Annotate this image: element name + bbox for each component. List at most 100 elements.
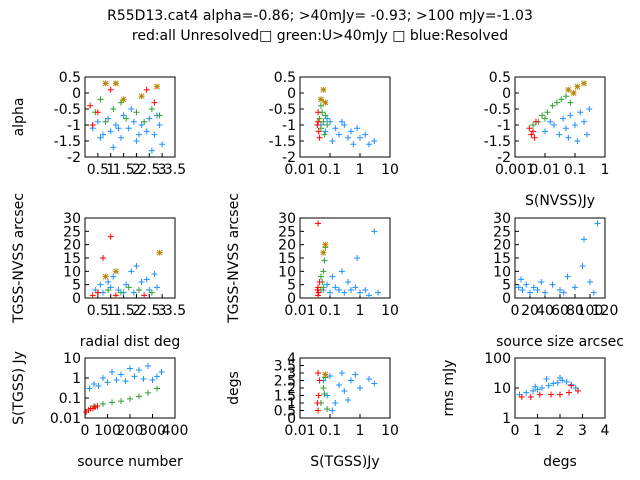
data-point-orange	[320, 249, 327, 256]
y-tick-label: -0.5	[54, 102, 81, 118]
y-tick-label: -1	[67, 118, 81, 134]
x-tick-label: 40	[536, 303, 554, 319]
data-point-red	[87, 102, 94, 109]
data-point-blue	[567, 112, 574, 119]
plot-frame	[299, 76, 391, 158]
data-point-blue	[523, 281, 530, 288]
data-point-green	[567, 99, 574, 106]
data-point-red	[151, 99, 158, 106]
plot-frame	[514, 357, 606, 419]
data-point-blue	[562, 125, 569, 132]
data-point-blue	[327, 289, 333, 296]
data-point-blue	[118, 134, 124, 141]
data-point-orange	[322, 99, 329, 106]
y-tick-label: 3	[287, 366, 296, 382]
data-point-blue	[547, 118, 554, 125]
data-point-blue	[579, 263, 586, 269]
data-point-green	[320, 268, 327, 275]
data-point-blue	[105, 279, 112, 285]
data-point-blue	[371, 228, 378, 235]
data-point-blue	[104, 379, 111, 386]
data-point-green	[156, 112, 163, 119]
data-point-green	[148, 289, 155, 296]
data-point-blue	[115, 125, 122, 132]
x-tick-label: 100	[577, 303, 604, 319]
data-point-orange	[154, 83, 160, 90]
data-point-blue	[128, 106, 135, 112]
data-point-blue	[530, 387, 536, 394]
y-tick-label: 0	[502, 291, 511, 307]
x-tick-label: 1.5	[112, 303, 134, 319]
data-point-green	[553, 99, 560, 106]
data-point-red	[557, 391, 563, 398]
y-tick-label: 15	[278, 251, 296, 267]
data-point-blue	[133, 138, 140, 144]
data-point-blue	[371, 380, 378, 387]
x-tick-label: 3	[578, 423, 587, 439]
data-point-blue	[577, 109, 584, 116]
data-point-blue	[530, 284, 537, 291]
x-tick-label: 80	[566, 303, 584, 319]
y-tick-label: 0	[502, 86, 511, 102]
data-point-red	[315, 289, 322, 296]
x-tick-label: 4	[601, 423, 610, 439]
data-point-blue	[554, 379, 561, 386]
data-point-blue	[527, 289, 533, 296]
data-point-red	[316, 279, 323, 285]
data-point-orange	[120, 96, 127, 103]
y-tick-label: -1	[282, 118, 296, 134]
data-point-red	[89, 122, 96, 128]
data-point-blue	[362, 131, 369, 138]
data-point-red	[526, 125, 533, 132]
data-point-blue	[371, 138, 378, 144]
data-point-blue	[97, 281, 104, 288]
y-tick-label: 15	[63, 251, 81, 267]
data-point-blue	[586, 106, 593, 112]
data-point-red	[315, 220, 322, 227]
y-tick-label: -0.5	[269, 102, 296, 118]
y-tick-label: 0	[72, 291, 81, 307]
data-point-red	[315, 392, 322, 399]
x-tick-label: 2	[132, 303, 141, 319]
y-tick-label: 15	[493, 251, 511, 267]
y-tick-label: 1.5	[274, 389, 296, 405]
data-point-red	[548, 391, 554, 398]
data-point-green	[317, 273, 324, 280]
data-point-green	[100, 401, 106, 408]
data-point-red	[531, 134, 538, 141]
data-point-red	[100, 255, 106, 261]
data-point-blue	[149, 376, 156, 383]
data-point-blue	[357, 289, 363, 296]
data-point-blue	[590, 289, 597, 296]
data-point-blue	[107, 128, 114, 135]
data-point-orange	[138, 93, 145, 100]
y-tick-label: 5	[287, 278, 296, 294]
data-point-green	[320, 118, 327, 125]
data-point-blue	[345, 134, 352, 141]
x-tick-label: 0.1	[564, 162, 586, 178]
data-point-green	[127, 395, 133, 402]
y-tick-label: 0.1	[59, 391, 81, 407]
data-point-green	[97, 96, 104, 103]
data-point-blue	[366, 376, 373, 382]
x-tick-label: 120	[592, 303, 619, 319]
y-tick-label: 10	[278, 264, 296, 280]
x-tick-label: 2	[556, 423, 565, 439]
data-point-blue	[557, 287, 563, 293]
data-point-green	[321, 391, 328, 397]
x-tick-label: 2.5	[138, 162, 160, 178]
y-tick-label: 30	[63, 211, 81, 227]
x-tick-label: 1	[106, 303, 115, 319]
data-point-red	[314, 400, 321, 406]
data-point-red	[94, 289, 101, 296]
data-point-blue	[143, 128, 150, 135]
plot-frame	[84, 76, 176, 158]
data-point-blue	[100, 289, 106, 296]
data-point-red	[107, 86, 114, 93]
chart-title-line1: R55D13.cat4 alpha=-0.86; >40mJy= -0.93; …	[107, 8, 533, 24]
x-tick-label: 300	[139, 423, 166, 439]
data-point-green	[321, 257, 328, 264]
data-point-blue	[362, 287, 369, 293]
data-point-blue	[523, 389, 530, 396]
data-point-blue	[338, 370, 345, 376]
